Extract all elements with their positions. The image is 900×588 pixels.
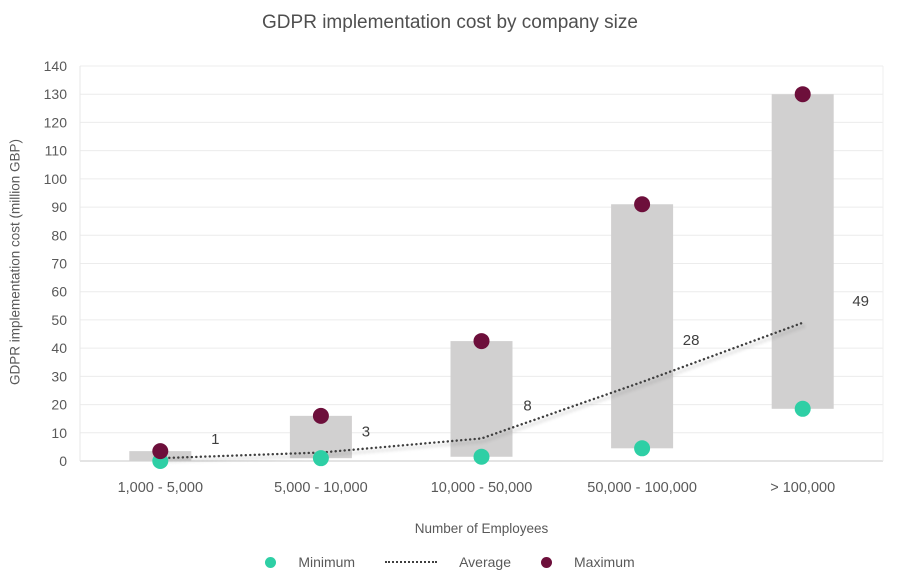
y-tick-label: 110 (45, 143, 68, 159)
average-value-label: 1 (211, 431, 219, 448)
maximum-point (794, 86, 811, 103)
y-tick-label: 140 (44, 58, 68, 74)
range-bar (450, 341, 513, 457)
maximum-point (473, 333, 490, 350)
range-bar (771, 94, 834, 409)
maximum-point (152, 443, 169, 460)
legend-item-average: Average (385, 554, 511, 570)
y-tick-label: 60 (51, 284, 67, 300)
legend-item-minimum: Minimum (265, 554, 355, 570)
legend-label-minimum: Minimum (298, 554, 356, 570)
average-value-label: 28 (683, 332, 700, 349)
chart-legend: Minimum Average Maximum (0, 554, 900, 570)
y-tick-label: 120 (44, 114, 68, 130)
y-tick-label: 90 (51, 199, 67, 215)
x-tick-label: 10,000 - 50,000 (431, 480, 533, 496)
minimum-point (312, 450, 329, 467)
average-value-label: 49 (852, 293, 869, 310)
y-tick-label: 50 (51, 312, 67, 328)
legend-label-average: Average (459, 554, 511, 570)
y-tick-label: 40 (51, 340, 67, 356)
minimum-point (473, 448, 490, 465)
minimum-point (794, 400, 811, 417)
average-value-label: 3 (362, 424, 370, 441)
x-tick-label: 50,000 - 100,000 (587, 480, 697, 496)
y-tick-label: 20 (51, 397, 67, 413)
y-tick-label: 80 (51, 227, 67, 243)
x-tick-label: 5,000 - 10,000 (274, 480, 368, 496)
y-tick-label: 0 (59, 453, 67, 469)
chart-plot-area: 0 10 20 30 40 50 60 70 80 90 100 110 120 130 140 1 3 8 28 4… (44, 58, 884, 496)
average-value-label: 8 (523, 397, 531, 414)
average-line (159, 321, 804, 460)
y-tick-label: 10 (51, 425, 67, 441)
y-tick-label: 130 (44, 86, 68, 102)
maximum-dot-icon (541, 556, 552, 568)
maximum-point (312, 407, 329, 424)
legend-item-maximum: Maximum (541, 554, 635, 570)
chart-title: GDPR implementation cost by company size (262, 12, 638, 33)
y-tick-label: 30 (51, 368, 67, 384)
average-dotted-line-icon (385, 561, 438, 563)
minimum-point (634, 440, 651, 457)
y-tick-label: 100 (44, 171, 68, 187)
x-tick-label: 1,000 - 5,000 (118, 480, 203, 496)
minimum-dot-icon (265, 556, 277, 568)
range-bar (611, 204, 674, 449)
x-axis-title: Number of Employees (414, 521, 549, 536)
x-tick-label: > 100,000 (770, 480, 835, 496)
maximum-point (634, 196, 651, 213)
legend-label-maximum: Maximum (574, 554, 635, 570)
y-tick-label: 70 (51, 256, 67, 272)
